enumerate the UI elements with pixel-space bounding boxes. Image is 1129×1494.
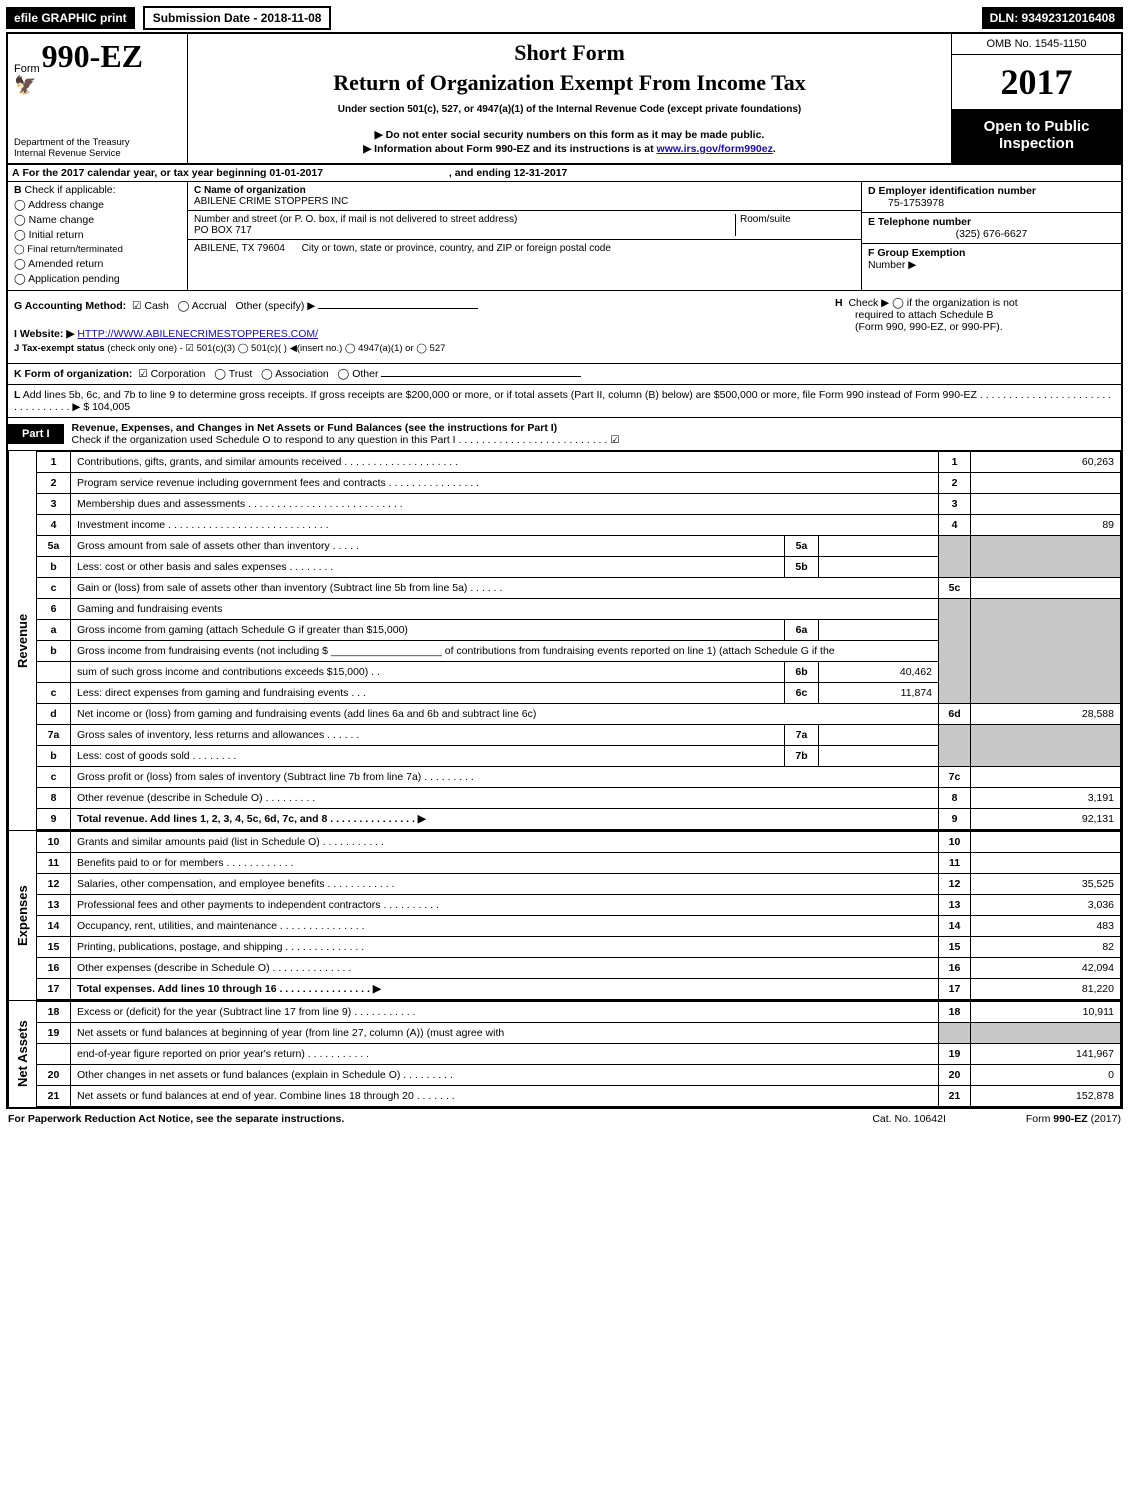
label-b: B (14, 184, 22, 196)
open-public-2: Inspection (956, 135, 1117, 152)
line-14: 14 Occupancy, rent, utilities, and maint… (37, 916, 1121, 937)
k-assoc[interactable]: Association (275, 368, 329, 380)
h-text2: required to attach Schedule B (835, 309, 993, 321)
line-9: 9 Total revenue. Add lines 1, 2, 3, 4, 5… (37, 809, 1121, 830)
line-10: 10 Grants and similar amounts paid (list… (37, 832, 1121, 853)
i-label: I Website: ▶ (14, 328, 74, 340)
street: PO BOX 717 (194, 225, 252, 236)
d-label: D Employer identification number (868, 185, 1036, 197)
line-6d: d Net income or (loss) from gaming and f… (37, 704, 1121, 725)
chk-final-return[interactable]: ◯ Final return/terminated (14, 244, 181, 255)
chk-address-change[interactable]: ◯ Address change (14, 199, 181, 211)
label-a: A (12, 167, 20, 179)
chk-initial-return[interactable]: ◯ Initial return (14, 229, 181, 241)
ein: 75-1753978 (868, 197, 944, 209)
line-12: 12 Salaries, other compensation, and emp… (37, 874, 1121, 895)
k-other[interactable]: Other (352, 368, 378, 380)
g-other[interactable]: Other (specify) ▶ (236, 300, 316, 312)
line-17: 17 Total expenses. Add lines 10 through … (37, 979, 1121, 1000)
phone: (325) 676-6627 (868, 228, 1115, 240)
a-text1: For the 2017 calendar year, or tax year … (23, 167, 324, 179)
line-2: 2 Program service revenue including gove… (37, 473, 1121, 494)
footer-cat: Cat. No. 10642I (872, 1113, 946, 1125)
line-4: 4 Investment income . . . . . . . . . . … (37, 515, 1121, 536)
irs-link[interactable]: www.irs.gov/form990ez (657, 143, 773, 155)
dept-treasury: Department of the Treasury (14, 137, 181, 148)
line-19b: end-of-year figure reported on prior yea… (37, 1044, 1121, 1065)
room-label: Room/suite (740, 214, 791, 225)
part1-desc: Revenue, Expenses, and Changes in Net As… (72, 422, 558, 434)
subtitle: Under section 501(c), 527, or 4947(a)(1)… (194, 104, 945, 115)
a-text2: , and ending 12-31-2017 (449, 167, 567, 179)
form-label: Form (14, 63, 40, 75)
efile-print-button[interactable]: efile GRAPHIC print (6, 7, 135, 29)
city-label: City or town, state or province, country… (302, 243, 611, 254)
line-3: 3 Membership dues and assessments . . . … (37, 494, 1121, 515)
form-number: 990-EZ (42, 38, 143, 75)
line-20: 20 Other changes in net assets or fund b… (37, 1065, 1121, 1086)
line-11: 11 Benefits paid to or for members . . .… (37, 853, 1121, 874)
part1-check-note: Check if the organization used Schedule … (72, 434, 620, 446)
eagle-icon: 🦅 (14, 75, 181, 96)
c-name-label: C Name of organization (194, 185, 306, 196)
part1-tag: Part I (8, 424, 64, 444)
title-main: Return of Organization Exempt From Incom… (194, 70, 945, 96)
k-label: K Form of organization: (14, 368, 132, 380)
line-8: 8 Other revenue (describe in Schedule O)… (37, 788, 1121, 809)
line-5a: 5a Gross amount from sale of assets othe… (37, 536, 1121, 557)
l-label: L (14, 389, 20, 401)
section-revenue: Revenue (8, 451, 36, 830)
website-link[interactable]: HTTP://WWW.ABILENECRIMESTOPPERES.COM/ (77, 328, 318, 340)
open-public-1: Open to Public (956, 118, 1117, 135)
g-accrual[interactable]: Accrual (192, 300, 227, 312)
line-19: 19 Net assets or fund balances at beginn… (37, 1023, 1121, 1044)
g-cash[interactable]: Cash (144, 300, 169, 312)
org-name: ABILENE CRIME STOPPERS INC (194, 196, 348, 207)
line-15: 15 Printing, publications, postage, and … (37, 937, 1121, 958)
line-18: 18 Excess or (deficit) for the year (Sub… (37, 1002, 1121, 1023)
footer-right: Form 990-EZ (2017) (1026, 1113, 1121, 1125)
chk-application-pending[interactable]: ◯ Application pending (14, 273, 181, 285)
k-trust[interactable]: Trust (229, 368, 253, 380)
k-corp[interactable]: Corporation (151, 368, 206, 380)
e-label: E Telephone number (868, 216, 971, 228)
section-net-assets: Net Assets (8, 1001, 36, 1107)
line-16: 16 Other expenses (describe in Schedule … (37, 958, 1121, 979)
dln-label: DLN: 93492312016408 (982, 7, 1123, 29)
l-text: Add lines 5b, 6c, and 7b to line 9 to de… (14, 389, 1111, 413)
line-13: 13 Professional fees and other payments … (37, 895, 1121, 916)
line-7a: 7a Gross sales of inventory, less return… (37, 725, 1121, 746)
footer-left: For Paperwork Reduction Act Notice, see … (8, 1113, 344, 1125)
h-text3: (Form 990, 990-EZ, or 990-PF). (835, 321, 1003, 333)
omb-number: OMB No. 1545-1150 (952, 34, 1121, 55)
title-short-form: Short Form (194, 40, 945, 66)
line-1: 1 Contributions, gifts, grants, and simi… (37, 452, 1121, 473)
f-label: F Group Exemption (868, 247, 965, 259)
j-text: (check only one) - ☑ 501(c)(3) ◯ 501(c)(… (107, 343, 445, 354)
line-5c: c Gain or (loss) from sale of assets oth… (37, 578, 1121, 599)
chk-amended-return[interactable]: ◯ Amended return (14, 258, 181, 270)
submission-date-box: Submission Date - 2018-11-08 (143, 6, 332, 30)
f-number: Number ▶ (868, 259, 916, 271)
line-21: 21 Net assets or fund balances at end of… (37, 1086, 1121, 1107)
line-7c: c Gross profit or (loss) from sales of i… (37, 767, 1121, 788)
irs-label: Internal Revenue Service (14, 148, 181, 159)
section-expenses: Expenses (8, 831, 36, 1000)
note-info: ▶ Information about Form 990-EZ and its … (194, 143, 945, 155)
street-label: Number and street (or P. O. box, if mail… (194, 214, 517, 225)
city-value: ABILENE, TX 79604 (194, 243, 285, 254)
line-6: 6 Gaming and fundraising events (37, 599, 1121, 620)
h-label: H (835, 297, 843, 309)
check-if-applicable: Check if applicable: (25, 184, 116, 196)
tax-year: 2017 (952, 55, 1121, 110)
g-label: G Accounting Method: (14, 300, 126, 312)
note-ssn: ▶ Do not enter social security numbers o… (194, 129, 945, 141)
chk-name-change[interactable]: ◯ Name change (14, 214, 181, 226)
h-text1: Check ▶ ◯ if the organization is not (848, 297, 1017, 309)
j-label: J Tax-exempt status (14, 343, 105, 354)
